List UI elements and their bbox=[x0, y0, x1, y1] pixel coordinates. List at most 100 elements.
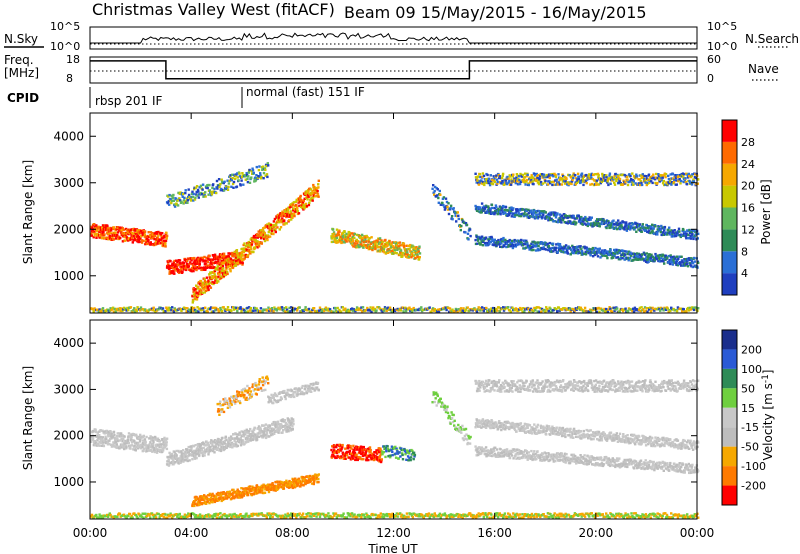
power-cell bbox=[569, 310, 572, 313]
power-cell bbox=[550, 213, 553, 216]
power-cell bbox=[676, 255, 679, 258]
power-cell bbox=[576, 172, 580, 175]
power-cell bbox=[242, 308, 246, 312]
power-cell bbox=[690, 229, 693, 232]
power-cell bbox=[418, 252, 422, 255]
power-cell bbox=[197, 281, 201, 284]
power-cell bbox=[287, 310, 290, 313]
power-colorbar-outline bbox=[721, 119, 738, 296]
power-cell bbox=[689, 235, 692, 238]
power-cell bbox=[218, 263, 221, 266]
power-cell bbox=[509, 208, 512, 211]
power-cell bbox=[101, 307, 105, 310]
power-cell bbox=[486, 181, 489, 185]
power-cell bbox=[137, 236, 140, 239]
power-cell bbox=[660, 260, 663, 263]
power-cell bbox=[672, 229, 675, 233]
power-cell bbox=[203, 288, 206, 291]
power-cell bbox=[169, 197, 173, 201]
power-cell bbox=[149, 241, 152, 244]
power-cell bbox=[353, 232, 356, 236]
power-cell bbox=[570, 214, 573, 218]
power-cell bbox=[296, 309, 299, 312]
power-cell bbox=[133, 307, 136, 310]
power-cell bbox=[214, 275, 217, 278]
power-cell bbox=[537, 244, 540, 248]
power-cell bbox=[375, 309, 378, 312]
power-cell bbox=[484, 237, 487, 241]
power-cell bbox=[254, 178, 258, 181]
power-cell bbox=[259, 231, 262, 234]
power-cell bbox=[339, 237, 342, 240]
power-cell bbox=[311, 199, 314, 202]
power-cell bbox=[235, 249, 239, 252]
power-cell bbox=[635, 226, 638, 229]
power-cell bbox=[585, 246, 588, 250]
velocity-cell bbox=[151, 445, 154, 448]
power-cell bbox=[335, 236, 338, 240]
power-cell bbox=[223, 189, 226, 192]
power-cell bbox=[679, 235, 682, 239]
power-cell bbox=[487, 207, 490, 210]
power-cell bbox=[649, 310, 653, 313]
power-cell bbox=[194, 196, 197, 199]
power-cell bbox=[689, 232, 692, 235]
power-cell bbox=[413, 250, 416, 254]
power-cell bbox=[508, 179, 511, 183]
power-cell bbox=[667, 254, 671, 258]
velocity-cell bbox=[115, 443, 118, 446]
power-cell bbox=[360, 243, 363, 246]
power-cell bbox=[654, 254, 658, 258]
power-cell bbox=[468, 228, 472, 231]
power-cell bbox=[620, 173, 623, 177]
power-cell bbox=[468, 309, 471, 312]
power-cell bbox=[584, 218, 587, 222]
velocity-cell bbox=[144, 441, 147, 444]
power-cell bbox=[510, 215, 513, 218]
power-cell bbox=[258, 235, 262, 238]
power-ytick-label-2000: 2000 bbox=[53, 222, 84, 236]
power-cell bbox=[613, 181, 616, 184]
power-cell bbox=[572, 176, 575, 180]
power-cell bbox=[542, 213, 545, 217]
power-cell bbox=[546, 242, 549, 246]
power-cell bbox=[532, 182, 535, 186]
power-cell bbox=[276, 219, 279, 223]
power-cell bbox=[110, 227, 113, 230]
power-cell bbox=[684, 259, 687, 263]
nsearch-tick-bottom: 10^0 bbox=[707, 40, 737, 53]
power-cell bbox=[172, 199, 175, 202]
power-cell bbox=[511, 208, 514, 212]
velocity-cell bbox=[91, 438, 95, 442]
velocity-cell bbox=[142, 434, 145, 438]
power-cell bbox=[235, 306, 238, 309]
power-cell bbox=[156, 235, 160, 238]
power-cell bbox=[615, 179, 618, 183]
power-cell bbox=[142, 239, 145, 242]
power-cell bbox=[605, 251, 609, 254]
velocity-cell bbox=[113, 445, 116, 448]
power-cell bbox=[589, 183, 592, 186]
power-cell bbox=[609, 248, 612, 252]
power-cell bbox=[628, 173, 631, 176]
power-cell bbox=[351, 309, 355, 312]
power-cell bbox=[653, 178, 657, 181]
power-cell bbox=[247, 246, 250, 249]
power-cell bbox=[220, 187, 223, 191]
power-cell bbox=[175, 203, 178, 206]
power-cell bbox=[114, 237, 118, 240]
power-cell bbox=[267, 230, 270, 234]
power-cell bbox=[580, 219, 583, 223]
nave-tick-top: 60 bbox=[707, 53, 721, 66]
power-cell bbox=[529, 247, 533, 250]
power-cell bbox=[261, 310, 264, 313]
velocity-cell bbox=[99, 440, 103, 443]
velocity-cell bbox=[93, 440, 97, 443]
power-cell bbox=[497, 306, 501, 309]
power-cell bbox=[639, 183, 642, 187]
power-cell bbox=[633, 228, 636, 231]
power-cell bbox=[693, 256, 696, 260]
power-cell bbox=[351, 239, 355, 243]
power-cell bbox=[304, 306, 307, 309]
power-cell bbox=[337, 233, 340, 236]
